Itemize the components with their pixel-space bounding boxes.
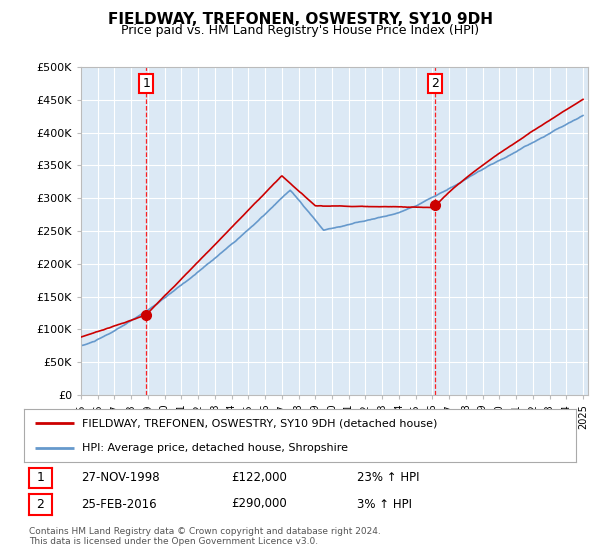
Text: £122,000: £122,000	[231, 470, 287, 484]
Text: 2: 2	[431, 77, 439, 90]
Text: Contains HM Land Registry data © Crown copyright and database right 2024.
This d: Contains HM Land Registry data © Crown c…	[29, 527, 380, 546]
Text: FIELDWAY, TREFONEN, OSWESTRY, SY10 9DH: FIELDWAY, TREFONEN, OSWESTRY, SY10 9DH	[107, 12, 493, 27]
Text: 23% ↑ HPI: 23% ↑ HPI	[357, 470, 419, 484]
Text: HPI: Average price, detached house, Shropshire: HPI: Average price, detached house, Shro…	[82, 442, 348, 452]
Text: 1: 1	[142, 77, 150, 90]
Text: FIELDWAY, TREFONEN, OSWESTRY, SY10 9DH (detached house): FIELDWAY, TREFONEN, OSWESTRY, SY10 9DH (…	[82, 418, 437, 428]
Text: 27-NOV-1998: 27-NOV-1998	[81, 470, 160, 484]
Text: 3% ↑ HPI: 3% ↑ HPI	[357, 497, 412, 511]
Text: 2: 2	[36, 498, 44, 511]
Text: 1: 1	[36, 471, 44, 484]
Text: £290,000: £290,000	[231, 497, 287, 511]
Text: 25-FEB-2016: 25-FEB-2016	[81, 497, 157, 511]
Text: Price paid vs. HM Land Registry's House Price Index (HPI): Price paid vs. HM Land Registry's House …	[121, 24, 479, 37]
